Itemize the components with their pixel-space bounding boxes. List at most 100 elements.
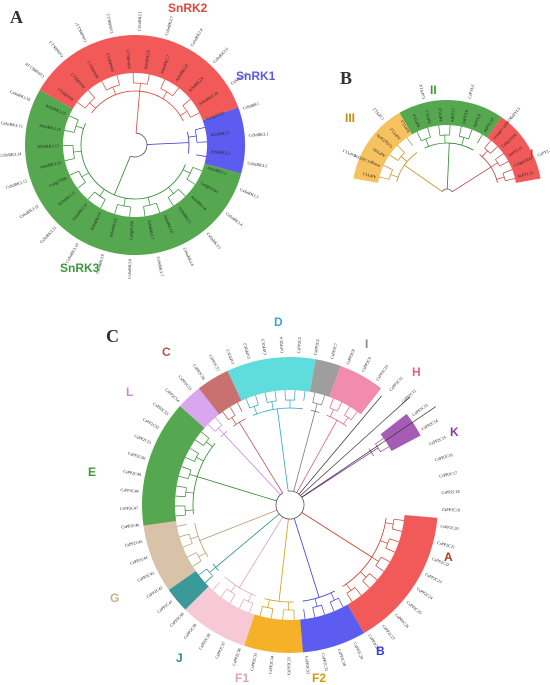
tree-node-arc [182, 105, 191, 118]
panel-b-outer-leaf-label: CsPYL3 [537, 147, 550, 157]
tree-branch [175, 495, 186, 498]
panel-c-leaf-label: CsPP2C4 [278, 336, 284, 353]
tree-branch [245, 398, 251, 409]
clade-label-snrk1: SnRK1 [236, 69, 276, 83]
tree-branch [346, 593, 353, 602]
tree-branch [222, 411, 229, 421]
tree-branch [477, 134, 483, 144]
panel-c-leaf-label: CsPP2C55 [177, 374, 193, 391]
tree-branch [180, 110, 188, 116]
tree-branch [259, 606, 263, 617]
tree-branch [143, 206, 146, 217]
panel-c-leaf-label: CsPP2C13 [411, 402, 429, 417]
tree-branch [301, 512, 373, 558]
tree-branch [100, 199, 106, 209]
tree-branch [168, 187, 174, 194]
tree-branch [253, 406, 258, 414]
tree-branch [329, 398, 334, 408]
panel-a-inner-leaf-label: Cs1g20320 [206, 110, 226, 121]
panel-a-outer-leaf-label: CsSnRK3.15 [0, 120, 23, 128]
panel-b-inner-leaf-label: AtPYL6 [437, 108, 443, 123]
tree-branch [276, 408, 289, 492]
iii-sector [353, 112, 412, 183]
panel-c-leaf-label: CsPP2C16 [434, 452, 453, 462]
tree-branch [87, 90, 96, 99]
tree-branch [298, 395, 382, 495]
tree-branch [238, 516, 284, 588]
panel-a-outer-leaf-label: CsSnRK3.14 [0, 151, 22, 158]
tree-branch [186, 178, 196, 185]
tree-branch [312, 392, 316, 403]
tree-branch [99, 189, 105, 197]
tree-branch [147, 74, 150, 85]
tree-node-arc [243, 598, 254, 604]
panel-c-leaf-label: CsPP2C19 [442, 507, 460, 513]
tree-branch [451, 166, 492, 193]
tree-branch [369, 573, 378, 581]
tree-branch [198, 552, 206, 558]
tree-branch [147, 197, 151, 206]
panel-c-leaf-label: CsPP2C40 [169, 611, 185, 627]
panel-c-leaf-label: CsPP2C20 [440, 524, 459, 532]
panel-c-leaf-label: CsPP2C34 [267, 655, 274, 675]
tree-branch [199, 509, 278, 541]
tree-branch [176, 485, 187, 489]
tree-branch [89, 102, 96, 109]
panel-c-leaf-label: CsPP2C37 [214, 641, 226, 660]
panel-b-inner-leaf-label: AtPYL4 [411, 113, 421, 129]
tree-branch [351, 411, 358, 420]
tree-branch [380, 556, 391, 563]
tree-root-arc [441, 188, 453, 193]
tree-branch [76, 101, 86, 109]
panel-c-leaf-label: CsPP2C35 [249, 652, 258, 671]
tree-branch [375, 565, 385, 572]
tree-branch [499, 161, 509, 167]
panel-c-leaf-label: CsPP2C26 [394, 612, 410, 629]
panel-b-inner-leaf-label: AtPYR1 [371, 147, 386, 159]
panel-a-outer-leaf-label: CsSnRK2.3 [48, 40, 64, 59]
panel-b-pyl-tree: AtPYL1orange1.1t02318AtPYR1Cs1g25470AtPY… [342, 83, 550, 193]
tree-branch [438, 125, 441, 136]
tree-node-arc [267, 400, 277, 403]
panel-b-inner-leaf-label: AtPYL9 [472, 113, 482, 128]
clade-label-f1: F1 [235, 671, 249, 685]
panel-a-inner-leaf-label: AtSnRK3.1 [210, 130, 230, 137]
panel-a-letter: A [10, 7, 23, 27]
tree-branch [212, 582, 220, 591]
tree-branch [416, 131, 422, 141]
panel-b-inner-leaf-label: AtPYL8 [461, 109, 469, 124]
panel-b-outer-leaf-label: CsPYL4 [418, 83, 426, 99]
tree-branch [329, 601, 335, 612]
clade-label-h: H [412, 365, 421, 379]
panel-c-leaf-label: CsPP2C24 [416, 586, 435, 601]
k-sector [380, 413, 421, 452]
tree-branch [192, 166, 203, 172]
tree-branch [321, 395, 325, 405]
tree-branch [156, 203, 161, 213]
panel-a-outer-leaf-label: CsSnRK3.3 [239, 187, 259, 199]
tree-branch [207, 424, 216, 432]
tree-branch [160, 79, 166, 89]
tree-branch [230, 585, 236, 593]
tree-branch [116, 75, 120, 86]
tree-branch [182, 543, 193, 548]
tree-branch [390, 174, 399, 178]
tree-branch [220, 588, 228, 598]
tree-branch [190, 112, 200, 118]
tree-branch [247, 593, 252, 602]
tree-branch [274, 390, 277, 401]
tree-branch [406, 137, 413, 147]
panel-c-leaf-label: CsPP2C18 [441, 489, 459, 495]
panel-c-leaf-label: CsPP2C44 [129, 554, 149, 565]
tree-branch [181, 466, 192, 471]
tree-branch [190, 535, 199, 540]
tree-branch [354, 587, 362, 596]
tree-node-arc [479, 154, 498, 183]
tree-node-arc [192, 443, 216, 515]
panel-c-leaf-label: CsPP2C36 [231, 648, 242, 667]
panel-a-inner-leaf-label: AtSnRK3.2 [211, 149, 231, 156]
panel-c-leaf-label: CsPP2C57 [208, 354, 221, 372]
panel-a-inner-leaf-label: AtSnRK2.7 [159, 54, 171, 74]
panel-c-letter: C [106, 326, 119, 346]
clade-label-a: A [444, 550, 453, 564]
